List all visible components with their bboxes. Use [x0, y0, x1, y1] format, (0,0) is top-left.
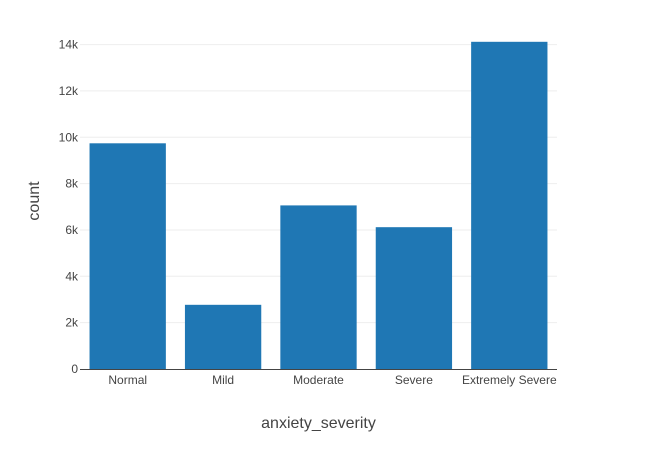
x-tick-label: Mild — [212, 373, 234, 387]
x-axis-ticks: Normal Mild Moderate Severe Extremely Severe — [108, 373, 557, 387]
bar-normal[interactable] — [89, 143, 166, 369]
y-tick-label: 10k — [59, 130, 79, 144]
y-tick-label: 2k — [65, 316, 79, 330]
bar-moderate[interactable] — [280, 205, 357, 369]
bar-mild[interactable] — [184, 304, 262, 369]
y-tick-label: 6k — [65, 223, 79, 237]
x-tick-label: Severe — [395, 373, 433, 387]
x-tick-label: Extremely Severe — [462, 373, 557, 387]
x-axis-title: anxiety_severity — [261, 415, 376, 432]
y-tick-label: 14k — [59, 38, 79, 52]
y-tick-label: 4k — [65, 269, 79, 283]
y-axis-title: count — [26, 181, 43, 221]
bars — [89, 41, 548, 370]
bar-extremely-severe[interactable] — [471, 41, 548, 370]
x-tick-label: Normal — [108, 373, 147, 387]
y-tick-label: 12k — [59, 84, 79, 98]
y-tick-label: 0 — [71, 362, 78, 376]
y-tick-label: 8k — [65, 177, 79, 191]
y-axis-ticks: 0 2k 4k 6k 8k 10k 12k 14k — [59, 38, 79, 376]
x-tick-label: Moderate — [293, 373, 344, 387]
bar-severe[interactable] — [375, 227, 453, 369]
